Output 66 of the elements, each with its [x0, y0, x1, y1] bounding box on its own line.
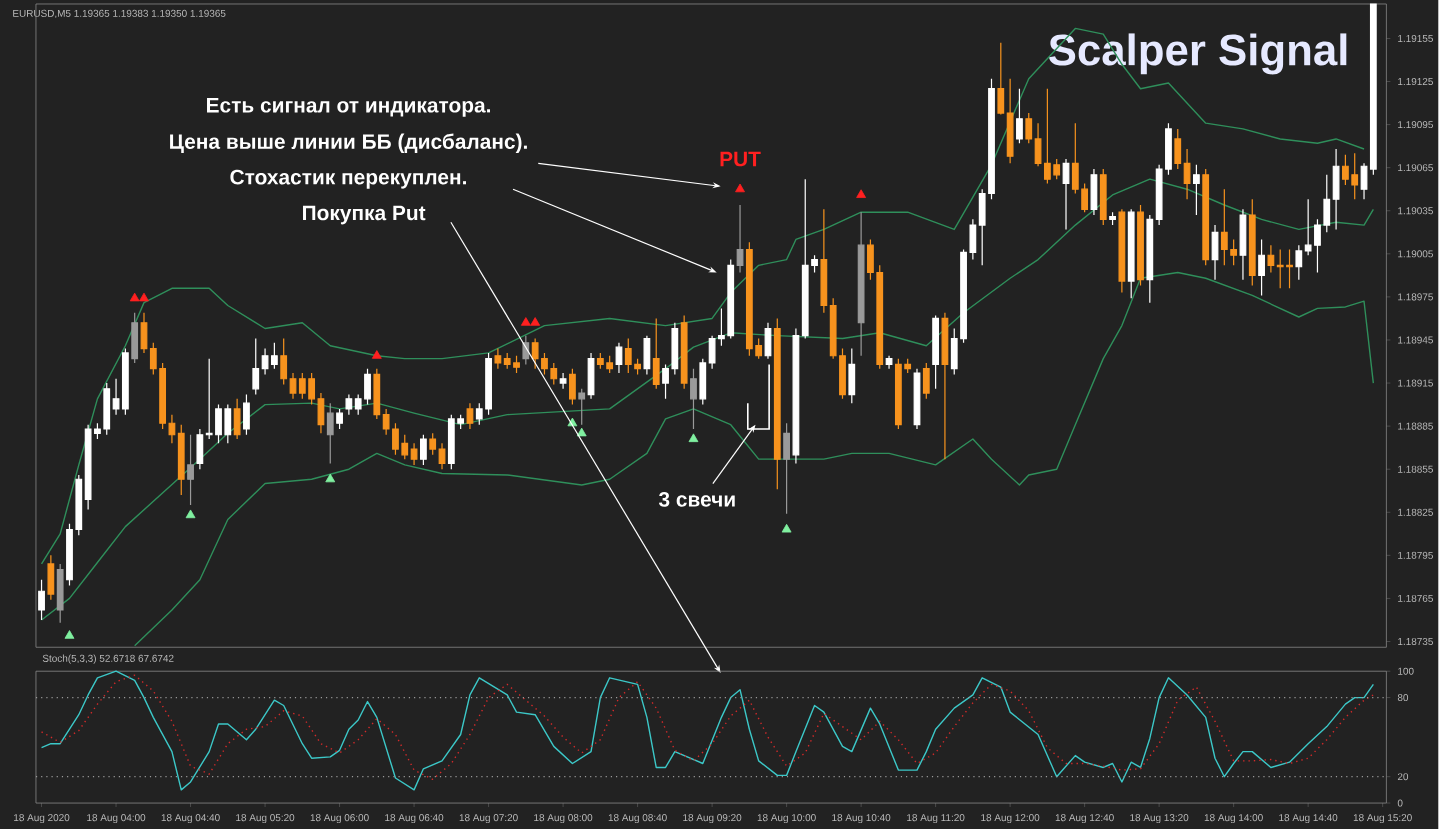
candlestick: [615, 342, 623, 374]
candlestick: [1062, 158, 1070, 231]
candlestick: [932, 315, 940, 390]
candlestick: [652, 317, 660, 390]
annotation: Цена выше линии ББ (дисбаланс).: [170, 133, 527, 154]
point: [576, 427, 587, 437]
candlestick: [736, 204, 744, 274]
candlestick: [569, 368, 576, 406]
text: Scalper Signal: [1048, 33, 1347, 75]
point: [520, 317, 531, 326]
candlestick: [1193, 164, 1200, 216]
candlestick: [131, 312, 139, 364]
point: [185, 509, 196, 519]
candlestick: [578, 388, 586, 426]
candlestick: [1248, 198, 1256, 287]
candlestick: [1211, 224, 1219, 281]
candlestick: [56, 563, 64, 624]
candlestick: [690, 368, 697, 430]
candlestick: [1109, 211, 1116, 226]
point: [735, 183, 745, 193]
point: [64, 630, 75, 639]
point: [781, 524, 792, 533]
line-series: [40, 27, 1365, 565]
point: [688, 433, 699, 443]
candlestick: [783, 422, 790, 515]
point: [129, 292, 140, 302]
annotation: Стохастик перекуплен.: [230, 169, 466, 189]
candlestick: [243, 394, 250, 436]
annotation: PUT: [720, 151, 761, 167]
candlestick: [559, 372, 567, 390]
candlestick: [1099, 168, 1107, 226]
annotation: Есть сигнал от индикатора.: [207, 98, 491, 117]
candlestick: [941, 312, 949, 460]
candlestick: [1090, 168, 1098, 216]
candlestick: [47, 554, 55, 601]
candlestick: [326, 402, 334, 465]
candlestick: [885, 355, 893, 370]
candlestick: [187, 434, 194, 506]
candlestick: [1258, 238, 1265, 297]
candlestick: [643, 335, 651, 376]
candlestick: [1202, 168, 1210, 267]
candlestick: [121, 348, 129, 416]
candlestick: [1137, 204, 1144, 287]
candlestick: [270, 342, 278, 370]
line-series: [133, 271, 1375, 647]
candlestick: [680, 315, 688, 390]
annotation: 3 свечи: [658, 492, 735, 507]
point: [371, 350, 382, 359]
annotation: Покупка Put: [303, 205, 426, 225]
candlestick: [857, 211, 865, 357]
candlestick: [848, 348, 856, 404]
candlestick: [466, 402, 474, 430]
candlestick: [1239, 208, 1247, 281]
point: [856, 189, 867, 199]
candlestick: [336, 408, 343, 430]
candlestick: [1016, 88, 1023, 144]
candlestick: [233, 398, 241, 440]
candlestick: [1127, 208, 1135, 300]
candlestick: [773, 317, 781, 491]
point: [139, 292, 149, 302]
candlestick: [922, 362, 930, 400]
point: [530, 317, 541, 326]
candlestick: [1118, 208, 1126, 294]
candlestick: [420, 434, 427, 466]
point: [325, 473, 336, 483]
candlestick: [38, 579, 45, 621]
